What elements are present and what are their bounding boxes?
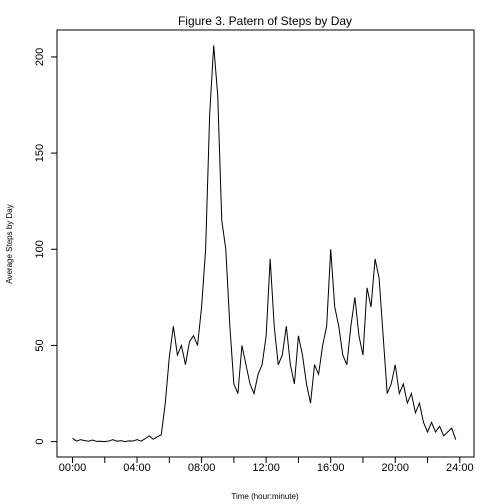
x-tick-label: 20:00	[381, 462, 409, 474]
plot-frame	[56, 29, 475, 458]
x-tick-label: 12:00	[252, 462, 280, 474]
x-tick-label: 08:00	[188, 462, 216, 474]
x-tick-label: 04:00	[123, 462, 151, 474]
x-tick-label: 00:00	[59, 462, 87, 474]
y-axis-label: Average Steps by Day	[5, 204, 14, 283]
y-tick-label: 0	[34, 439, 46, 445]
chart-title: Figure 3. Patern of Steps by Day	[178, 14, 352, 28]
x-tick-label: 16:00	[317, 462, 345, 474]
y-tick-label: 200	[34, 48, 46, 66]
x-tick-label: 24:00	[446, 462, 474, 474]
y-tick-label: 50	[34, 339, 46, 351]
x-axis-label: Time (hour:minute)	[231, 492, 299, 501]
y-tick-label: 100	[34, 240, 46, 258]
line-series	[72, 45, 457, 443]
y-tick-label: 150	[34, 144, 46, 162]
